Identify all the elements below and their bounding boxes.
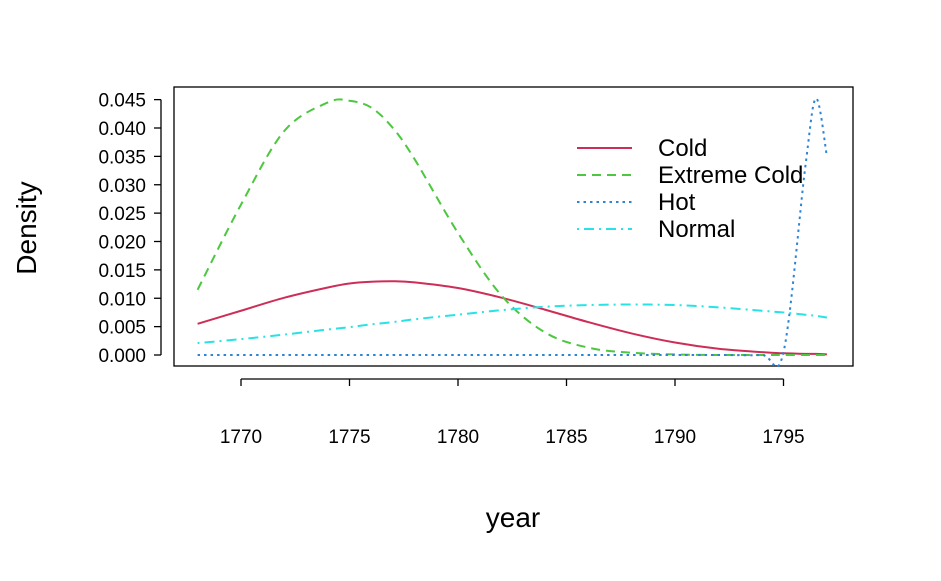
y-tick-label: 0.030 [98,176,146,197]
legend-label: Cold [658,135,707,162]
x-tick-label: 1770 [220,427,262,448]
x-axis: 1770 1775 1780 1785 1790 1795 [220,378,805,448]
legend-label: Extreme Cold [658,162,803,189]
series-layer [196,97,828,368]
series-line-cold [197,280,827,356]
series-line-extreme-cold [196,98,827,357]
x-tick-label: 1795 [762,427,804,448]
series-line-hot [197,97,828,368]
y-axis-title: Density [11,181,42,274]
y-tick-label: 0.015 [98,261,146,282]
legend-label: Hot [658,189,696,216]
legend-label: Normal [658,216,735,243]
y-tick-label: 0.020 [98,233,146,254]
x-tick-label: 1780 [437,427,479,448]
x-axis-title: year [486,502,540,533]
series-line-normal [197,303,828,345]
y-tick-label: 0.010 [98,289,146,310]
x-tick-label: 1775 [328,427,370,448]
y-tick-label: 0.025 [98,204,146,225]
x-tick-label: 1790 [654,427,696,448]
y-tick-label: 0.000 [98,346,146,367]
y-tick-label: 0.045 [98,91,146,112]
plot-frame [173,86,854,367]
y-tick-label: 0.005 [98,318,146,339]
x-tick-label: 1785 [545,427,587,448]
y-tick-label: 0.040 [98,119,146,140]
y-tick-label: 0.035 [98,147,146,168]
y-axis: 0.000 0.005 0.010 0.015 0.020 0.025 0.030 0.035… [98,91,162,367]
